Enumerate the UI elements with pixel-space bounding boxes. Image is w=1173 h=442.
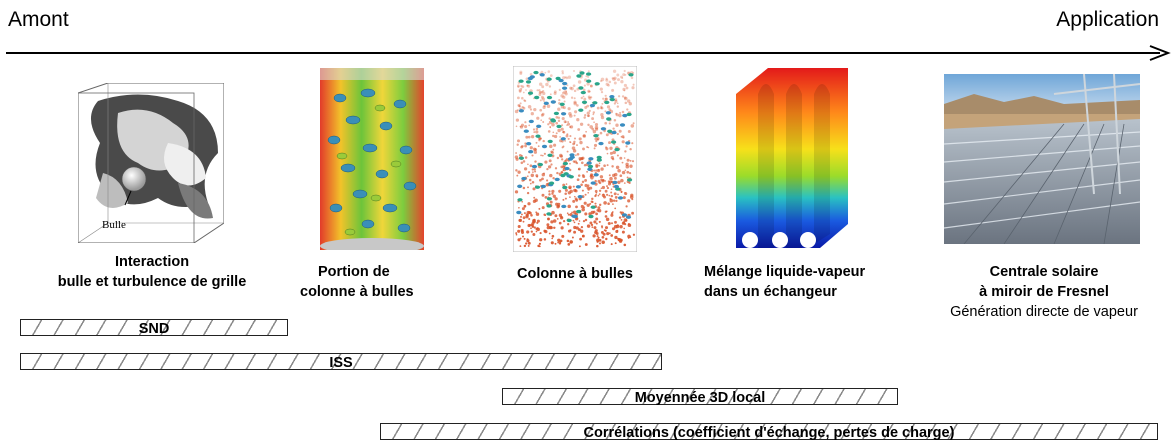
caption-line: bulle et turbulence de grille <box>57 274 247 290</box>
melange-image <box>728 64 852 248</box>
upstream-label: Amont <box>8 8 69 31</box>
bubble-image-label: Bulle <box>102 219 126 231</box>
caption-line: Portion de <box>318 264 390 280</box>
method-bar-moyennee: Moyennée 3D local <box>502 388 898 406</box>
centrale-image <box>944 74 1140 244</box>
method-bar-snd: SND <box>20 319 288 337</box>
caption-colonne: Colonne à bulles <box>500 264 650 284</box>
interaction-image: Bulle <box>78 83 224 243</box>
method-bar-iss: ISS <box>20 353 662 371</box>
caption-interaction: Interaction bulle et turbulence de grill… <box>14 252 290 292</box>
method-label: Corrélations (coefficient d'échange, per… <box>583 425 955 441</box>
caption-line: colonne à bulles <box>300 284 414 300</box>
caption-line: Centrale solaire <box>989 264 1099 280</box>
method-label: Moyennée 3D local <box>634 390 766 406</box>
caption-centrale: Centrale solaire à miroir de Fresnel Gén… <box>930 262 1158 322</box>
caption-melange: Mélange liquide-vapeur dans un échangeur <box>700 262 900 302</box>
caption-line: dans un échangeur <box>704 284 837 300</box>
caption-portion: Portion de colonne à bulles <box>300 262 420 302</box>
application-label: Application <box>1056 8 1159 31</box>
colonne-image <box>513 66 637 252</box>
timeline-arrow <box>6 45 1171 61</box>
caption-line: à miroir de Fresnel <box>979 284 1109 300</box>
method-bar-correlations: Corrélations (coefficient d'échange, per… <box>380 423 1158 441</box>
portion-image <box>320 68 424 250</box>
caption-line: Colonne à bulles <box>516 266 633 282</box>
caption-line: Interaction <box>114 254 190 270</box>
caption-line: Mélange liquide-vapeur <box>704 264 866 280</box>
method-label: ISS <box>329 355 353 371</box>
method-label: SND <box>138 321 170 337</box>
particle-field <box>513 66 637 252</box>
caption-subline: Génération directe de vapeur <box>950 304 1138 320</box>
